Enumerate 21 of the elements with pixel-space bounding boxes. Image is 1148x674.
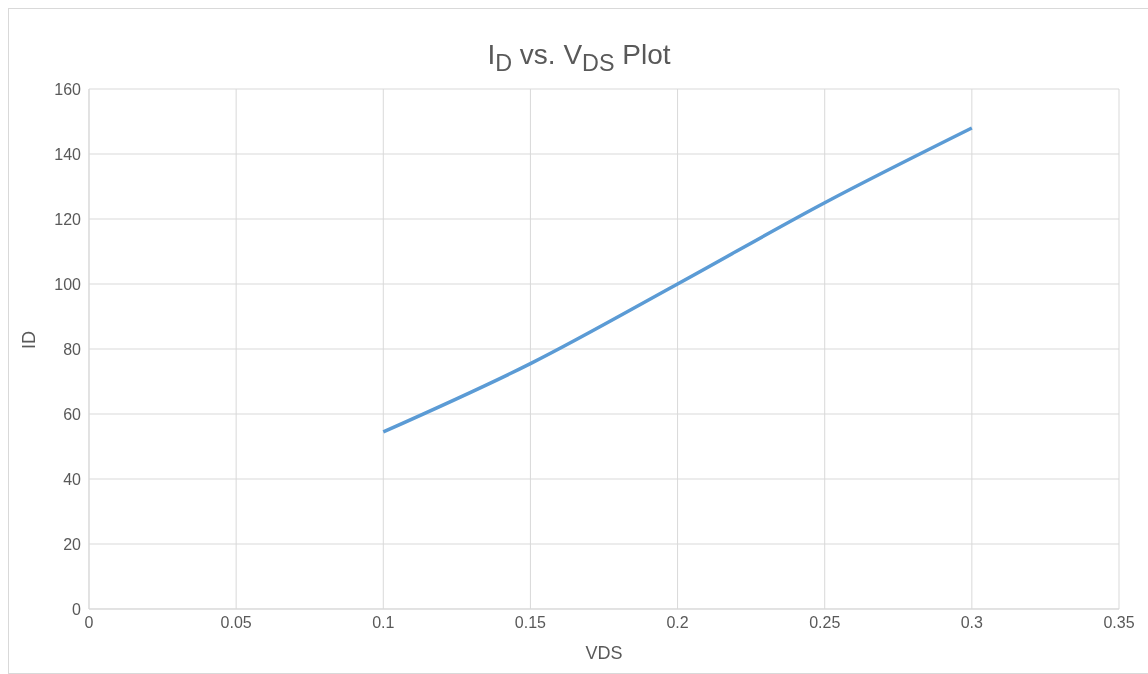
y-tick-label: 40 <box>63 470 82 488</box>
x-tick-label: 0.3 <box>960 614 984 632</box>
y-tick-label: 20 <box>63 535 82 553</box>
y-tick-label: 160 <box>54 80 82 98</box>
chart-title: I$_{D}$ vs. V$_{DS}$ Plot <box>486 39 672 77</box>
x-tick-label: 0.1 <box>372 614 395 632</box>
y-tick-label: 0 <box>72 600 82 618</box>
x-axis-title: VDS <box>585 643 623 663</box>
x-tick-label: 0.05 <box>220 614 252 632</box>
x-tick-label: 0.25 <box>809 614 841 632</box>
y-tick-label: 80 <box>63 340 82 358</box>
x-tick-label: 0.15 <box>514 614 547 632</box>
x-tick-label: 0.2 <box>666 614 689 632</box>
y-tick-label: 60 <box>63 405 82 423</box>
line-series <box>381 126 974 434</box>
y-tick-label: 140 <box>54 145 82 163</box>
y-axis-title: ID <box>19 331 40 349</box>
x-tick-label: 0.35 <box>1103 614 1135 632</box>
x-tick-label: 0 <box>84 614 94 632</box>
y-tick-label: 120 <box>54 210 82 228</box>
y-tick-label: 100 <box>54 275 82 293</box>
